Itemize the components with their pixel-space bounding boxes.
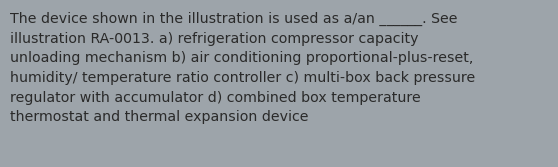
Text: The device shown in the illustration is used as a/an ______. See
illustration RA: The device shown in the illustration is …	[10, 12, 475, 124]
